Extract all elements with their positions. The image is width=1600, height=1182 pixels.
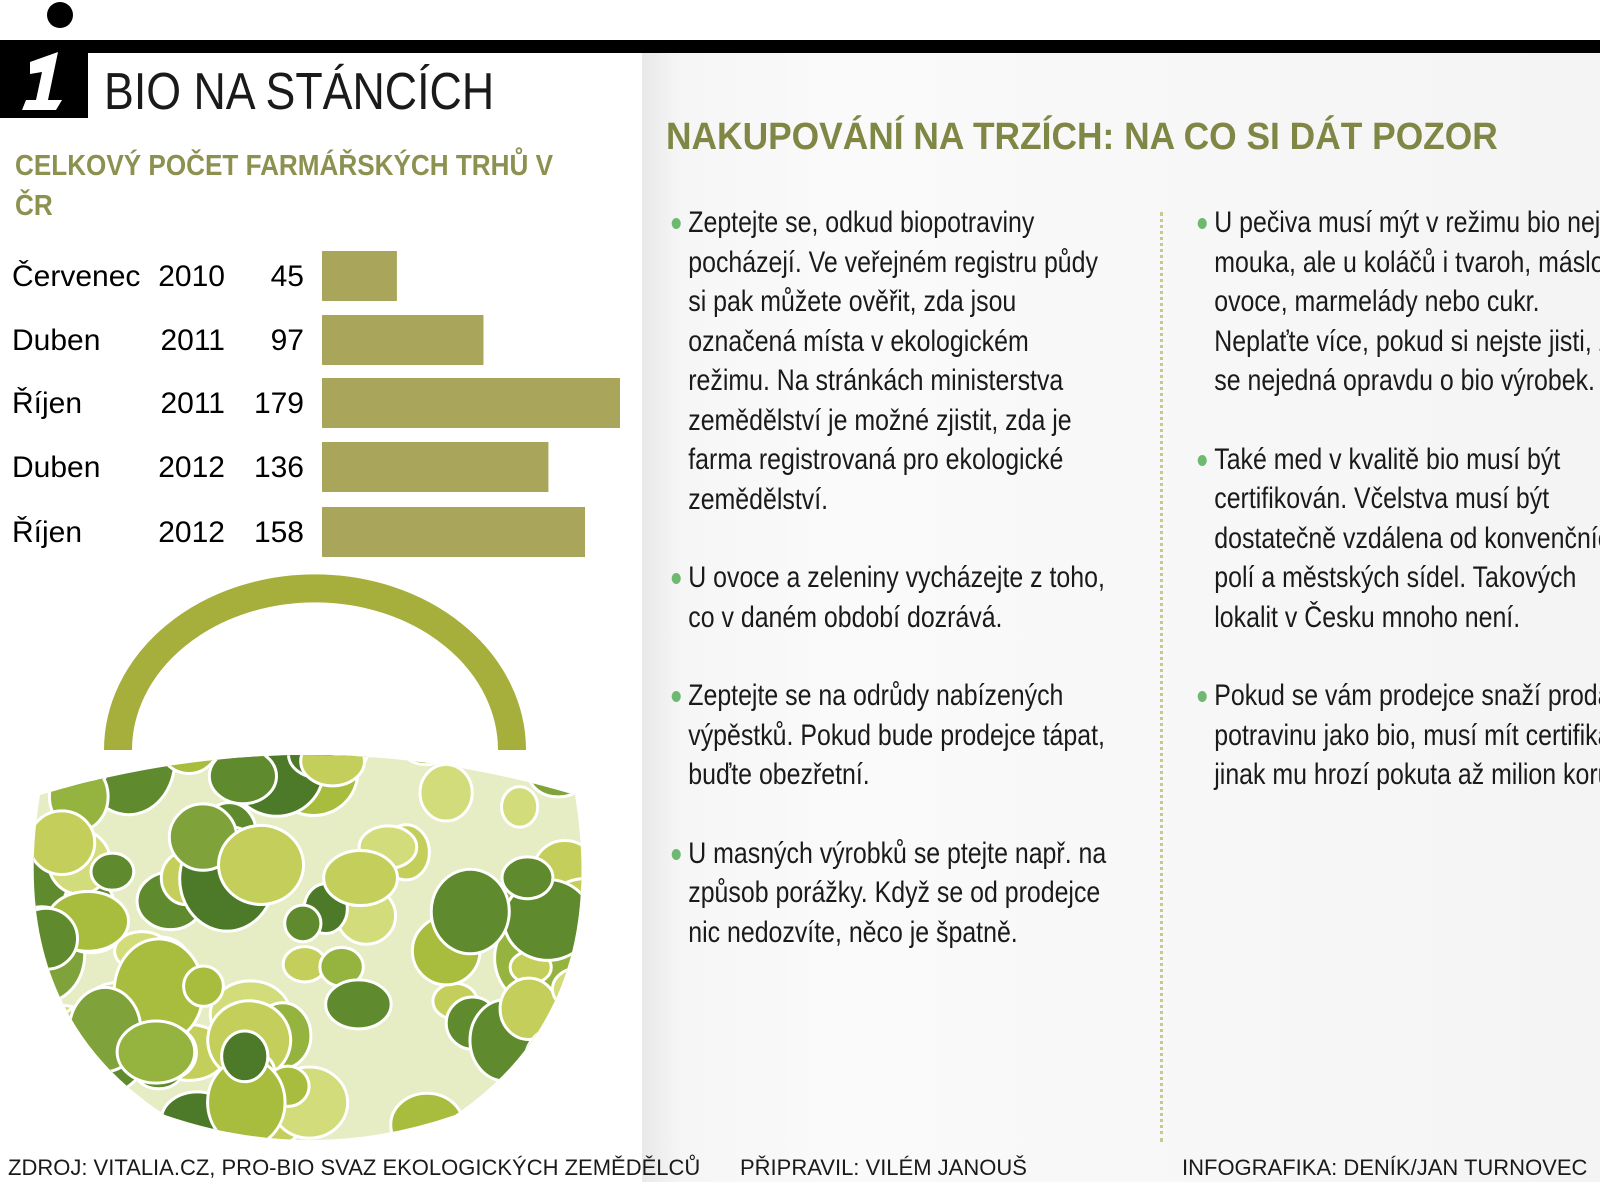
chart-title: CELKOVÝ POČET FARMÁŘSKÝCH TRHŮ V ČR bbox=[15, 150, 553, 222]
fruit bbox=[217, 823, 306, 906]
tips-right: U pečiva musí mýt v režimu bio nejen mou… bbox=[1196, 203, 1600, 834]
value-label: 136 bbox=[254, 451, 304, 484]
tip: Zeptejte se na odrůdy nabízených výpěstk… bbox=[670, 676, 1110, 795]
year-label: 2012 bbox=[158, 516, 225, 549]
panel-background bbox=[642, 52, 1600, 1182]
author: PŘIPRAVIL: VILÉM JANOUŠ bbox=[740, 1155, 1027, 1180]
fruit bbox=[528, 755, 582, 799]
value-label: 45 bbox=[271, 260, 304, 293]
column-separator bbox=[1160, 212, 1163, 1142]
year-label: 2011 bbox=[160, 324, 225, 357]
fruit bbox=[115, 1019, 197, 1085]
fruit bbox=[33, 809, 97, 877]
bar bbox=[322, 315, 484, 365]
bar bbox=[322, 442, 549, 492]
fruit bbox=[324, 978, 393, 1031]
tips-left: Zeptejte se, odkud biopotraviny pocházej… bbox=[670, 203, 1110, 991]
fruit bbox=[283, 903, 323, 944]
fruit bbox=[220, 1029, 270, 1084]
tip: U masných výrobků se ptejte např. na způ… bbox=[670, 834, 1110, 953]
tip: Zeptejte se, odkud biopotraviny pocházej… bbox=[670, 203, 1110, 519]
source: ZDROJ: VITALIA.CZ, PRO-BIO SVAZ EKOLOGIC… bbox=[8, 1155, 701, 1180]
tip: Také med v kvalitě bio musí být certifik… bbox=[1196, 440, 1600, 638]
fruit bbox=[418, 762, 474, 823]
fruit bbox=[500, 855, 555, 901]
value-label: 179 bbox=[254, 387, 304, 420]
fruit bbox=[498, 976, 560, 1042]
fruit bbox=[207, 755, 278, 806]
value-label: 158 bbox=[254, 516, 304, 549]
year-label: 2011 bbox=[160, 387, 225, 420]
credit: INFOGRAFIKA: DENÍK/JAN TURNOVEC bbox=[1182, 1155, 1588, 1180]
fruit bbox=[523, 1020, 582, 1099]
fruit bbox=[182, 964, 225, 1008]
fruit bbox=[155, 755, 222, 775]
fruit bbox=[560, 978, 582, 1029]
year-label: 2010 bbox=[158, 260, 225, 293]
fruit bbox=[399, 755, 453, 767]
chart: Červenec 2010 45 Duben 2011 97 Říjen 2011 179 Dub… bbox=[12, 251, 620, 1140]
tip: Pokud se vám prodejce snaží prodat potra… bbox=[1196, 676, 1600, 795]
fruit bbox=[322, 848, 399, 908]
tip: U pečiva musí mýt v režimu bio nejen mou… bbox=[1196, 203, 1600, 401]
fruit bbox=[299, 755, 366, 788]
value-label: 97 bbox=[271, 324, 304, 357]
title: BIO NA STÁNCÍCH bbox=[104, 63, 495, 121]
fruit bbox=[429, 867, 511, 956]
info-logo bbox=[0, 2, 88, 118]
fruit bbox=[89, 851, 136, 892]
category-label: Duben bbox=[12, 451, 100, 484]
fruit bbox=[526, 1062, 582, 1140]
top-bar bbox=[0, 40, 1600, 53]
fruit bbox=[550, 966, 582, 1012]
category-label: Říjen bbox=[12, 387, 82, 420]
basket-illustration bbox=[33, 574, 582, 1140]
bar bbox=[322, 378, 620, 428]
category-label: Červenec bbox=[12, 259, 140, 293]
bar bbox=[322, 507, 586, 557]
bar bbox=[322, 251, 397, 301]
fruit bbox=[33, 906, 80, 971]
fruit bbox=[527, 1036, 582, 1086]
fruit bbox=[500, 785, 540, 829]
category-label: Duben bbox=[12, 324, 100, 357]
category-label: Říjen bbox=[12, 516, 82, 549]
tip: U ovoce a zeleniny vycházejte z toho, co… bbox=[670, 558, 1110, 637]
year-label: 2012 bbox=[158, 451, 225, 484]
section-heading: NAKUPOVÁNÍ NA TRZÍCH: NA CO SI DÁT POZOR bbox=[666, 116, 1498, 158]
fruit bbox=[389, 1091, 465, 1140]
